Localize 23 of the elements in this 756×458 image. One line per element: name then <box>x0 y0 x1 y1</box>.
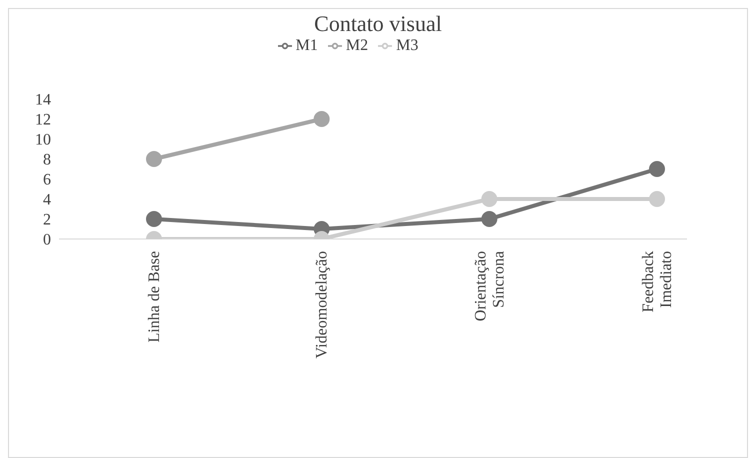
x-tick-label: Feedback Imediato <box>640 251 675 312</box>
point <box>146 151 162 167</box>
chart-title: Contato visual <box>313 11 443 37</box>
y-tick-label: 6 <box>43 172 51 189</box>
legend-label: M3 <box>396 37 418 54</box>
y-tick-label: 2 <box>43 212 51 229</box>
legend-label: M2 <box>346 37 368 54</box>
x-tick-label: Linha de Base <box>146 251 163 343</box>
x-tick-label: Orientação Síncrona <box>472 251 508 322</box>
y-tick-label: 10 <box>35 132 51 149</box>
legend-label: M1 <box>296 37 318 54</box>
point <box>314 111 330 127</box>
y-tick-label: 0 <box>43 232 51 249</box>
y-tick-label: 14 <box>35 92 51 109</box>
point <box>649 191 665 207</box>
point <box>481 191 498 207</box>
y-tick-label: 12 <box>35 112 51 129</box>
point <box>481 211 498 227</box>
y-tick-label: 8 <box>43 152 51 169</box>
y-tick-label: 4 <box>43 192 51 209</box>
point <box>649 161 665 177</box>
x-tick-label: Videomodelação <box>314 251 331 358</box>
point <box>146 211 162 227</box>
